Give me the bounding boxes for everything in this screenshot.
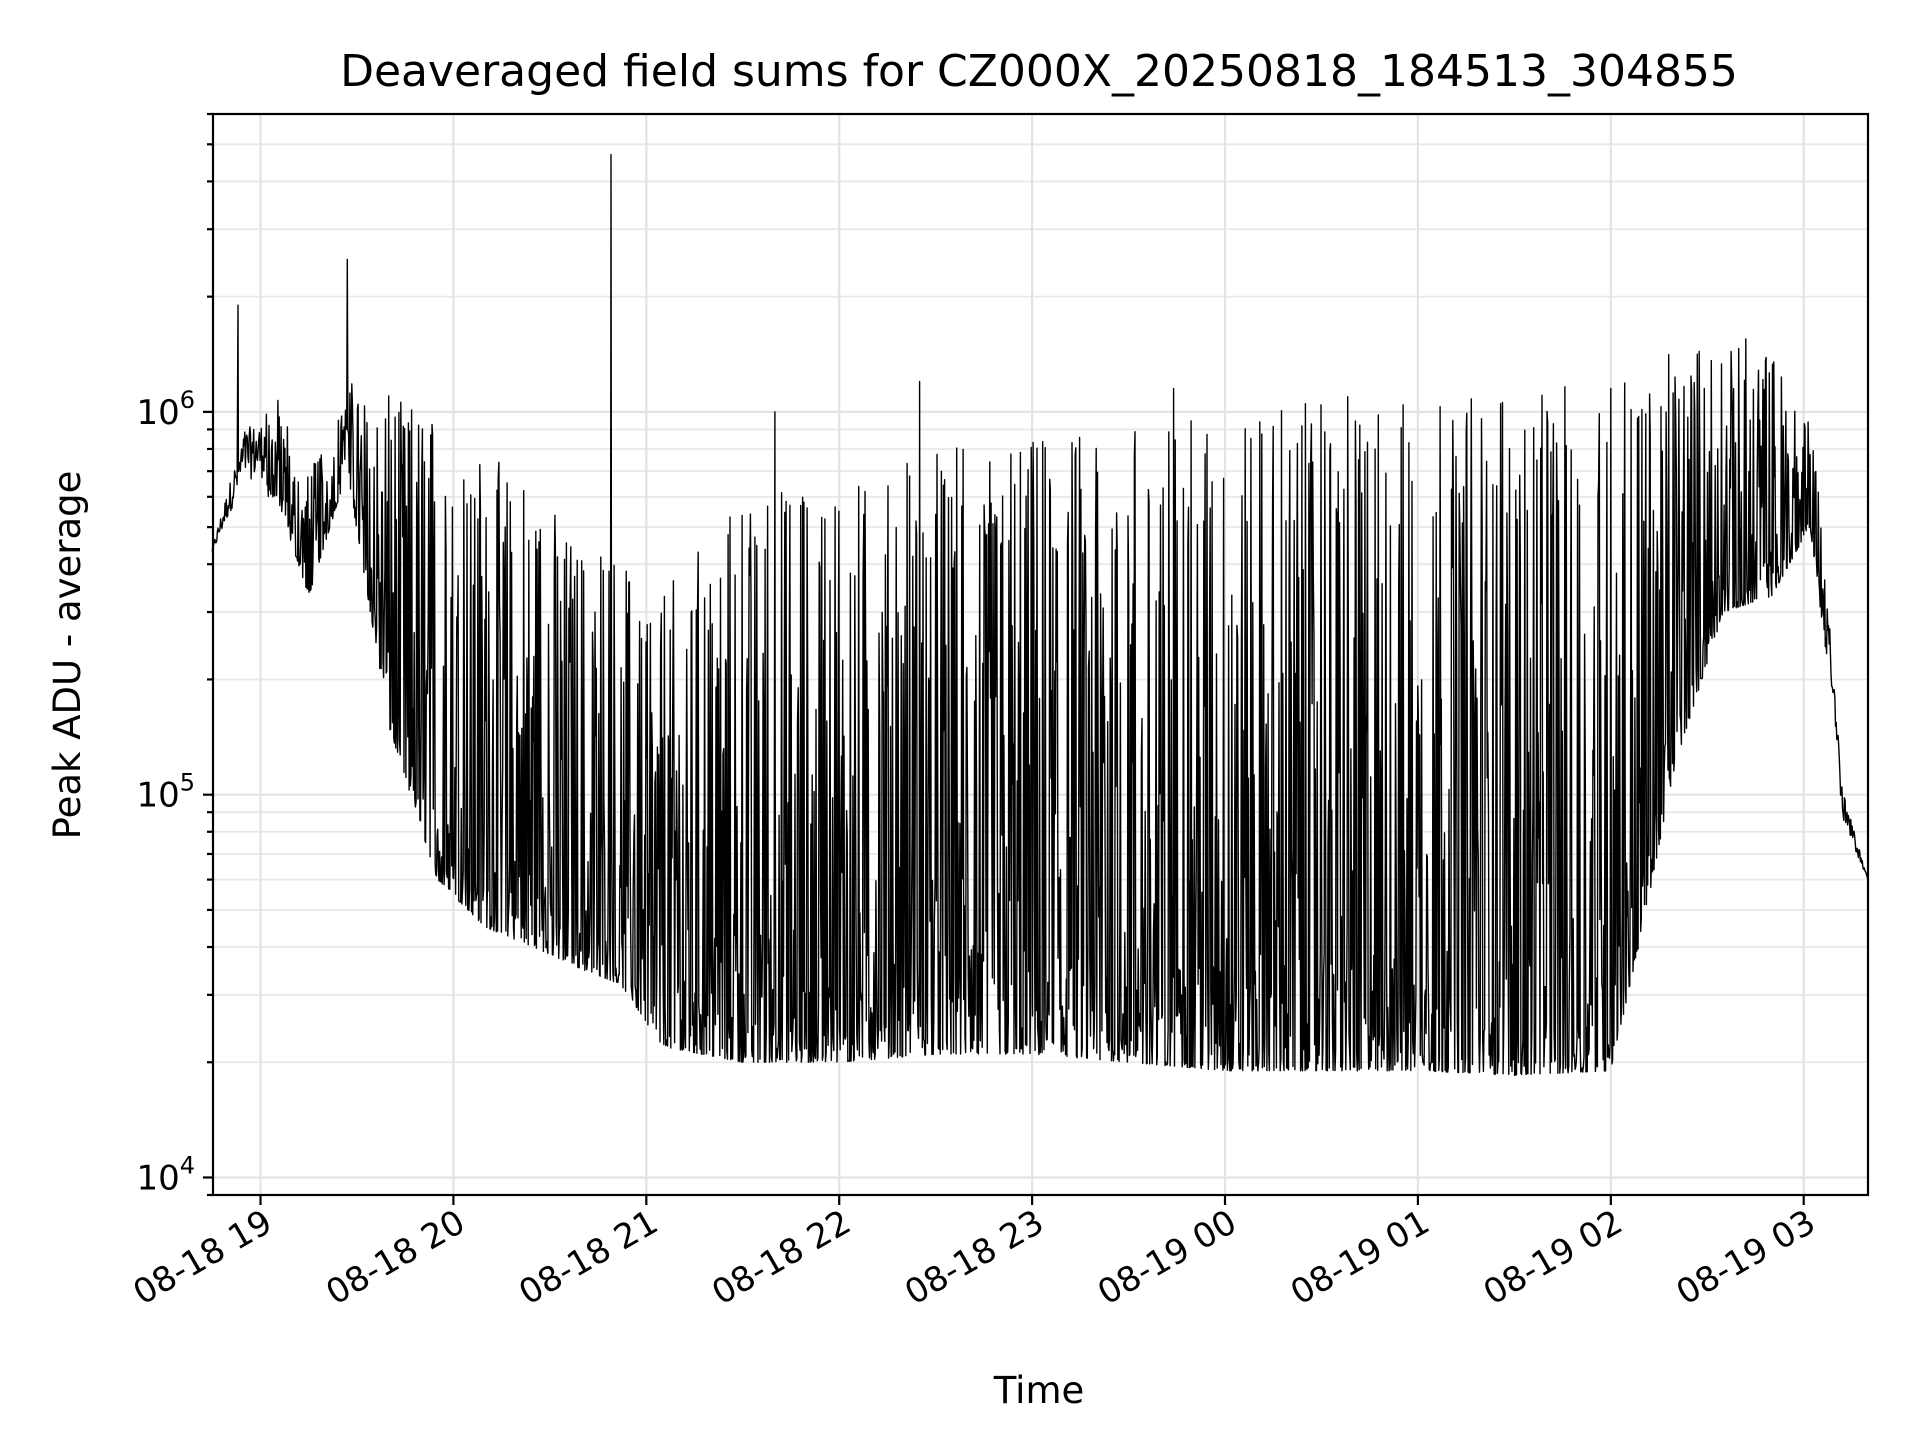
y-tick-label: 106 [136,386,195,433]
y-axis: 104 105 106 [136,112,213,1198]
plot-frame [211,112,1870,1197]
x-axis-label: Time [993,1369,1085,1412]
series-line [211,153,1869,1076]
y-tick-label: 104 [136,1151,195,1198]
y-axis-label: Peak ADU - average [46,471,89,840]
y-tick-label: 105 [136,769,195,816]
chart-title: Deaveraged field sums for CZ000X_2025081… [340,46,1738,97]
